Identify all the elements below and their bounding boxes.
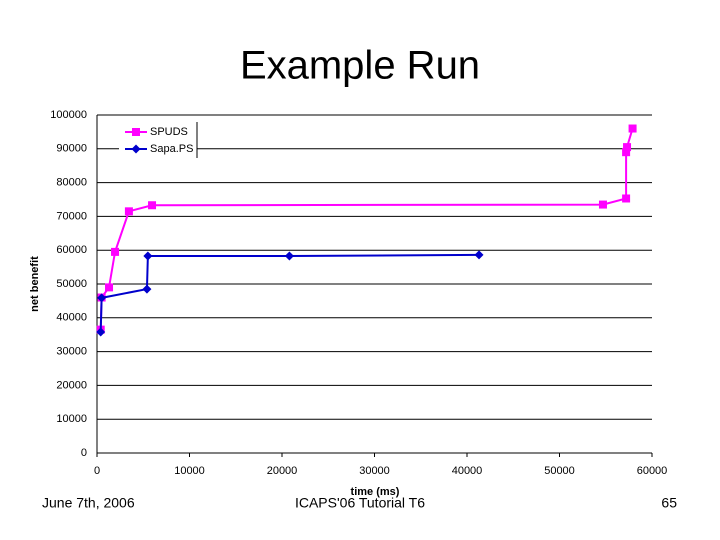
y-tick-label: 50000 <box>56 278 87 290</box>
x-tick-label: 20000 <box>267 465 298 477</box>
series-line <box>99 128 634 330</box>
y-tick-label: 40000 <box>56 312 87 324</box>
point <box>142 284 152 294</box>
y-tick-label: 100000 <box>50 109 87 121</box>
y-tick-label: 60000 <box>56 244 87 256</box>
point <box>97 293 107 303</box>
point <box>96 327 106 337</box>
legend-label: SPUDS <box>150 126 188 138</box>
y-tick-label: 20000 <box>56 379 87 391</box>
y-tick-label: 90000 <box>56 143 87 155</box>
page-number: 65 <box>661 495 677 511</box>
y-tick-label: 10000 <box>56 413 87 425</box>
chart-title: Example Run <box>240 44 480 88</box>
y-tick-label: 70000 <box>56 210 87 222</box>
legend-marker <box>131 144 141 154</box>
x-tick-label: 60000 <box>637 465 668 477</box>
point <box>148 201 157 210</box>
point <box>284 251 294 261</box>
x-tick-label: 40000 <box>452 465 483 477</box>
y-axis-label: net benefit <box>29 256 41 312</box>
footer-date: June 7th, 2006 <box>42 495 135 511</box>
point <box>623 143 632 152</box>
legend-label: Sapa.PS <box>150 143 193 155</box>
point <box>474 250 484 260</box>
point <box>598 200 607 209</box>
point <box>111 247 120 256</box>
y-tick-label: 80000 <box>56 177 87 189</box>
y-tick-label: 0 <box>81 447 87 459</box>
point <box>143 251 153 261</box>
series-line <box>99 253 480 333</box>
y-tick-label: 30000 <box>56 346 87 358</box>
point <box>628 124 637 133</box>
x-axis-label: time (ms) <box>351 486 400 498</box>
point <box>124 207 133 216</box>
point <box>105 283 114 292</box>
x-tick-label: 30000 <box>359 465 390 477</box>
footer-title: ICAPS'06 Tutorial T6 <box>295 495 425 511</box>
x-tick-label: 10000 <box>174 465 205 477</box>
legend-marker <box>132 128 140 136</box>
point <box>622 148 631 157</box>
x-tick-label: 50000 <box>544 465 575 477</box>
x-tick-label: 0 <box>94 465 100 477</box>
point <box>622 194 631 203</box>
